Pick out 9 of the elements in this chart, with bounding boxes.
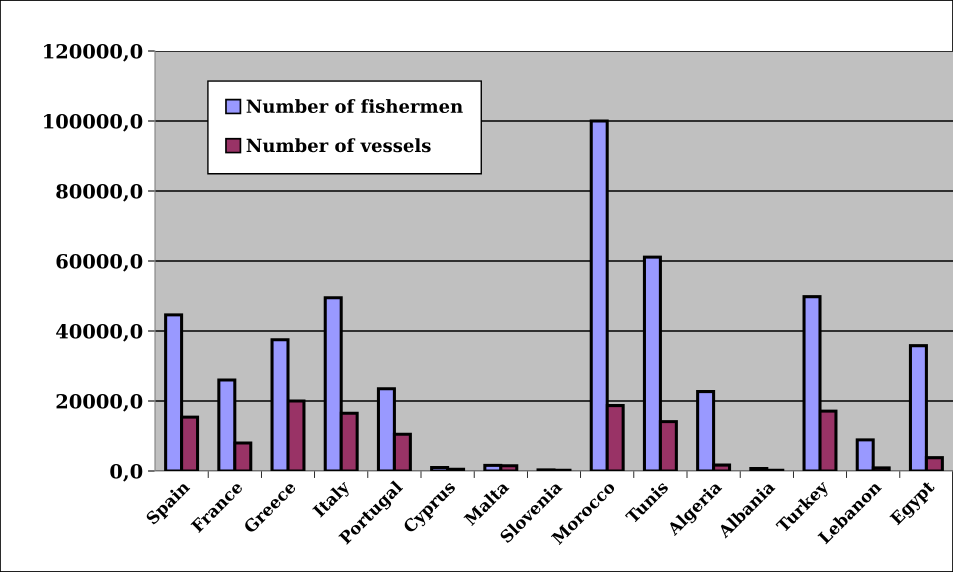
legend-label: Number of vessels	[246, 138, 431, 152]
y-tick-label: 100000,0	[44, 114, 142, 132]
y-tick-label: 20000,0	[56, 394, 142, 412]
y-tick-label: 40000,0	[56, 324, 142, 342]
y-tick-label: 0,0	[110, 464, 142, 482]
y-tick-label: 120000,0	[44, 44, 142, 62]
y-tick-label: 60000,0	[56, 254, 142, 272]
legend-label: Number of fishermen	[246, 99, 463, 114]
y-tick-label: 80000,0	[56, 184, 142, 202]
